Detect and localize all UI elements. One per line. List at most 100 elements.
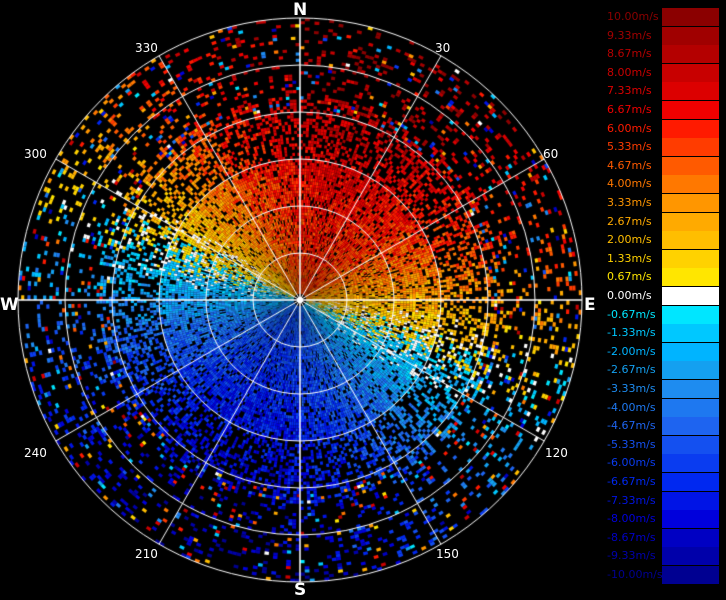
legend-color-swatch bbox=[662, 194, 719, 212]
legend-color-swatch bbox=[662, 435, 719, 454]
legend-color-swatch bbox=[662, 305, 719, 324]
legend-entry: 0.67m/s bbox=[607, 268, 719, 287]
legend-entry-label: -8.67m/s bbox=[607, 530, 656, 544]
azimuth-60-label: 60 bbox=[543, 147, 559, 161]
legend-entry-label: 6.00m/s bbox=[607, 121, 652, 135]
legend-entry-label: -6.67m/s bbox=[607, 475, 656, 488]
azimuth-150-label: 150 bbox=[436, 547, 459, 561]
legend-color-swatch bbox=[662, 566, 719, 584]
legend-color-swatch bbox=[662, 175, 719, 194]
velocity-color-legend: 10.00m/s 9.33m/s 8.67m/s 8.00m/s 7.33m/s 6.67… bbox=[607, 8, 719, 592]
legend-entry-label: -2.67m/s bbox=[607, 363, 656, 377]
azimuth-300-label: 300 bbox=[24, 147, 47, 161]
legend-entry: 10.00m/s bbox=[607, 8, 719, 26]
legend-entry: -8.67m/s bbox=[607, 528, 719, 547]
legend-color-swatch bbox=[662, 287, 719, 305]
legend-entry-label: -5.33m/s bbox=[607, 437, 656, 451]
legend-entry-label: 2.67m/s bbox=[607, 214, 652, 228]
legend-entry: -8.00m/s bbox=[607, 510, 719, 529]
legend-color-swatch bbox=[662, 101, 719, 119]
azimuth-330-label: 330 bbox=[135, 41, 158, 55]
legend-entry: 2.00m/s bbox=[607, 231, 719, 250]
legend-entry: -7.33m/s bbox=[607, 491, 719, 510]
azimuth-120-label: 120 bbox=[545, 446, 568, 460]
legend-entry-label: -3.33m/s bbox=[607, 382, 656, 395]
legend-entry: 4.67m/s bbox=[607, 156, 719, 175]
south-label: S bbox=[294, 580, 307, 600]
legend-entry-label: 0.67m/s bbox=[607, 270, 652, 284]
legend-entry: -3.33m/s bbox=[607, 380, 719, 398]
legend-color-swatch bbox=[662, 268, 719, 287]
legend-color-swatch bbox=[662, 138, 719, 157]
legend-entry: 2.67m/s bbox=[607, 212, 719, 231]
legend-entry: 8.00m/s bbox=[607, 63, 719, 82]
legend-entry-label: 5.33m/s bbox=[607, 140, 652, 154]
legend-entry-label: 3.33m/s bbox=[607, 196, 652, 209]
legend-entry-label: -10.00m/s bbox=[607, 568, 663, 581]
legend-entry: -0.67m/s bbox=[607, 305, 719, 324]
legend-color-swatch bbox=[662, 212, 719, 231]
legend-color-swatch bbox=[662, 473, 719, 491]
legend-entry: -6.00m/s bbox=[607, 454, 719, 473]
legend-color-swatch bbox=[662, 417, 719, 436]
azimuth-240-label: 240 bbox=[24, 446, 47, 460]
legend-entry: 0.00m/s bbox=[607, 287, 719, 305]
legend-entry: -1.33m/s bbox=[607, 324, 719, 343]
legend-entry: 9.33m/s bbox=[607, 26, 719, 45]
legend-color-swatch bbox=[662, 156, 719, 175]
legend-entry: 1.33m/s bbox=[607, 249, 719, 268]
legend-entry: 4.00m/s bbox=[607, 175, 719, 194]
azimuth-30-label: 30 bbox=[435, 41, 451, 55]
legend-color-swatch bbox=[662, 119, 719, 138]
legend-entry: -2.67m/s bbox=[607, 361, 719, 380]
legend-color-swatch bbox=[662, 8, 719, 26]
legend-color-swatch bbox=[662, 398, 719, 417]
east-label: E bbox=[584, 295, 596, 315]
legend-entry: -9.33m/s bbox=[607, 547, 719, 566]
legend-entry: 5.33m/s bbox=[607, 138, 719, 157]
legend-entry-label: 8.67m/s bbox=[607, 47, 652, 61]
legend-entry-label: -8.00m/s bbox=[607, 512, 656, 526]
legend-entry: -10.00m/s bbox=[607, 566, 719, 584]
legend-color-swatch bbox=[662, 491, 719, 510]
legend-color-swatch bbox=[662, 454, 719, 473]
legend-color-swatch bbox=[662, 82, 719, 101]
legend-entry: -6.67m/s bbox=[607, 473, 719, 491]
legend-entry: 6.67m/s bbox=[607, 101, 719, 119]
legend-entry: -4.00m/s bbox=[607, 398, 719, 417]
legend-color-swatch bbox=[662, 342, 719, 361]
legend-entry-label: -7.33m/s bbox=[607, 493, 656, 507]
legend-entry-label: 10.00m/s bbox=[607, 10, 659, 23]
legend-color-swatch bbox=[662, 63, 719, 82]
legend-entry-label: 4.67m/s bbox=[607, 158, 652, 172]
north-label: N bbox=[293, 0, 308, 20]
legend-entry: -5.33m/s bbox=[607, 435, 719, 454]
legend-color-swatch bbox=[662, 249, 719, 268]
legend-entry-label: 1.33m/s bbox=[607, 251, 652, 265]
legend-entry-label: -4.00m/s bbox=[607, 400, 656, 414]
legend-color-swatch bbox=[662, 361, 719, 380]
west-label: W bbox=[0, 295, 19, 315]
legend-entry: -4.67m/s bbox=[607, 417, 719, 436]
legend-entry-label: 8.00m/s bbox=[607, 65, 652, 79]
legend-entry-label: 0.00m/s bbox=[607, 289, 652, 302]
legend-color-swatch bbox=[662, 528, 719, 547]
velocity-ppi-display bbox=[0, 0, 600, 600]
legend-color-swatch bbox=[662, 231, 719, 250]
legend-entry-label: 2.00m/s bbox=[607, 233, 652, 247]
legend-color-swatch bbox=[662, 510, 719, 529]
legend-entry-label: -6.00m/s bbox=[607, 456, 656, 470]
legend-color-swatch bbox=[662, 26, 719, 45]
legend-entry-label: -9.33m/s bbox=[607, 549, 656, 563]
legend-color-swatch bbox=[662, 380, 719, 398]
legend-color-swatch bbox=[662, 324, 719, 343]
legend-entry-label: 7.33m/s bbox=[607, 84, 652, 98]
legend-entry-label: -0.67m/s bbox=[607, 307, 656, 321]
legend-color-swatch bbox=[662, 45, 719, 64]
legend-entry: 3.33m/s bbox=[607, 194, 719, 212]
legend-entry: 6.00m/s bbox=[607, 119, 719, 138]
azimuth-210-label: 210 bbox=[135, 547, 158, 561]
legend-entry-label: 9.33m/s bbox=[607, 28, 652, 42]
legend-color-swatch bbox=[662, 547, 719, 566]
legend-entry: -2.00m/s bbox=[607, 342, 719, 361]
